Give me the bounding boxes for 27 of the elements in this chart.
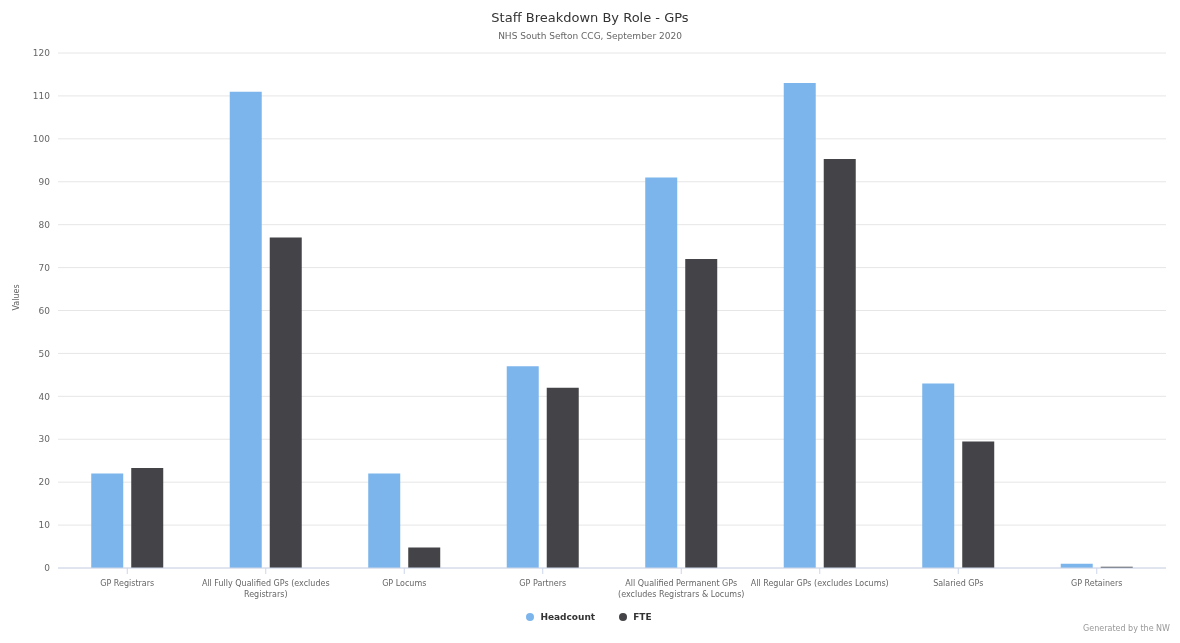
y-tick-label: 40 <box>38 391 51 402</box>
legend-label: Headcount <box>540 612 596 622</box>
y-tick-label: 30 <box>38 434 51 445</box>
y-tick-label: 70 <box>38 262 51 273</box>
y-tick-label: 60 <box>38 305 51 316</box>
chart-title: Staff Breakdown By Role - GPs <box>490 9 690 25</box>
x-tick-label: All Regular GPs (excludes Locums) <box>750 579 889 588</box>
x-tick-label: GP Partners <box>519 579 567 588</box>
x-tick-label: GP Locums <box>382 579 427 588</box>
x-tick-label: All Fully Qualified GPs (excludes Registrars) <box>201 579 330 599</box>
y-tick-label: 120 <box>32 48 51 59</box>
y-tick-label: 80 <box>38 219 51 230</box>
y-axis-title: Values <box>11 284 21 311</box>
text: Generated by the NW <box>1083 624 1170 633</box>
y-tick-label: 10 <box>38 520 51 531</box>
y-tick-label: 90 <box>38 176 51 187</box>
x-tick-label: GP Retainers <box>1071 579 1123 588</box>
legend-label: FTE <box>633 612 652 622</box>
x-tick-label: GP Registrars <box>100 579 155 588</box>
y-tick-label: 100 <box>32 134 51 145</box>
y-tick-label: 50 <box>38 348 51 359</box>
y-tick-label: 20 <box>38 477 51 488</box>
x-tick-label: All Qualified Permanent GPs (excludes Registrars & Locums) <box>618 579 745 599</box>
y-tick-label: 110 <box>32 91 51 102</box>
x-tick-label: Salaried GPs <box>933 579 984 588</box>
y-tick-label: 0 <box>44 563 51 574</box>
chart-subtitle: NHS South Sefton CCG, September 2020 <box>497 31 683 41</box>
